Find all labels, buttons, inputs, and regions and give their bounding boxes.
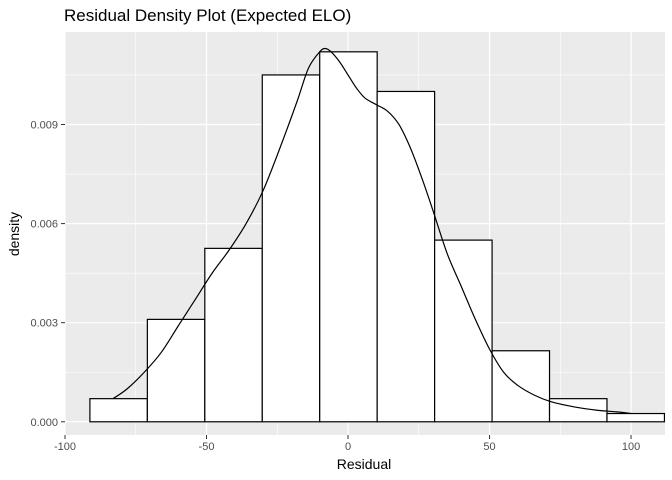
histogram-bar xyxy=(491,350,551,423)
histogram-bar xyxy=(376,90,436,423)
y-tick-label: 0.003 xyxy=(30,318,58,330)
y-tick-label: 0.009 xyxy=(30,119,58,131)
x-tick-label: -50 xyxy=(199,441,215,453)
x-tick-label: 100 xyxy=(622,441,640,453)
histogram-bar xyxy=(204,247,263,423)
histogram-bar xyxy=(89,398,148,423)
histogram-bar xyxy=(434,239,493,423)
density-curve xyxy=(112,47,632,415)
y-axis-title: density xyxy=(6,212,22,256)
x-tick-label: -100 xyxy=(54,441,76,453)
histogram-bar xyxy=(261,74,321,423)
axis-ticks: -100 -50 0 50 100 0.000 0.003 0.006 0.009 xyxy=(30,119,640,453)
y-tick-label: 0.006 xyxy=(30,219,58,231)
histogram-bars xyxy=(89,51,666,423)
histogram-bar xyxy=(146,318,206,423)
histogram-bar xyxy=(606,412,666,423)
x-axis-title: Residual xyxy=(337,456,391,472)
chart-title: Residual Density Plot (Expected ELO) xyxy=(64,6,351,25)
density-curve-layer xyxy=(112,47,632,415)
histogram-bar xyxy=(319,51,378,423)
x-tick-label: 0 xyxy=(345,441,351,453)
y-tick-label: 0.000 xyxy=(30,417,58,429)
x-tick-label: 50 xyxy=(483,441,495,453)
